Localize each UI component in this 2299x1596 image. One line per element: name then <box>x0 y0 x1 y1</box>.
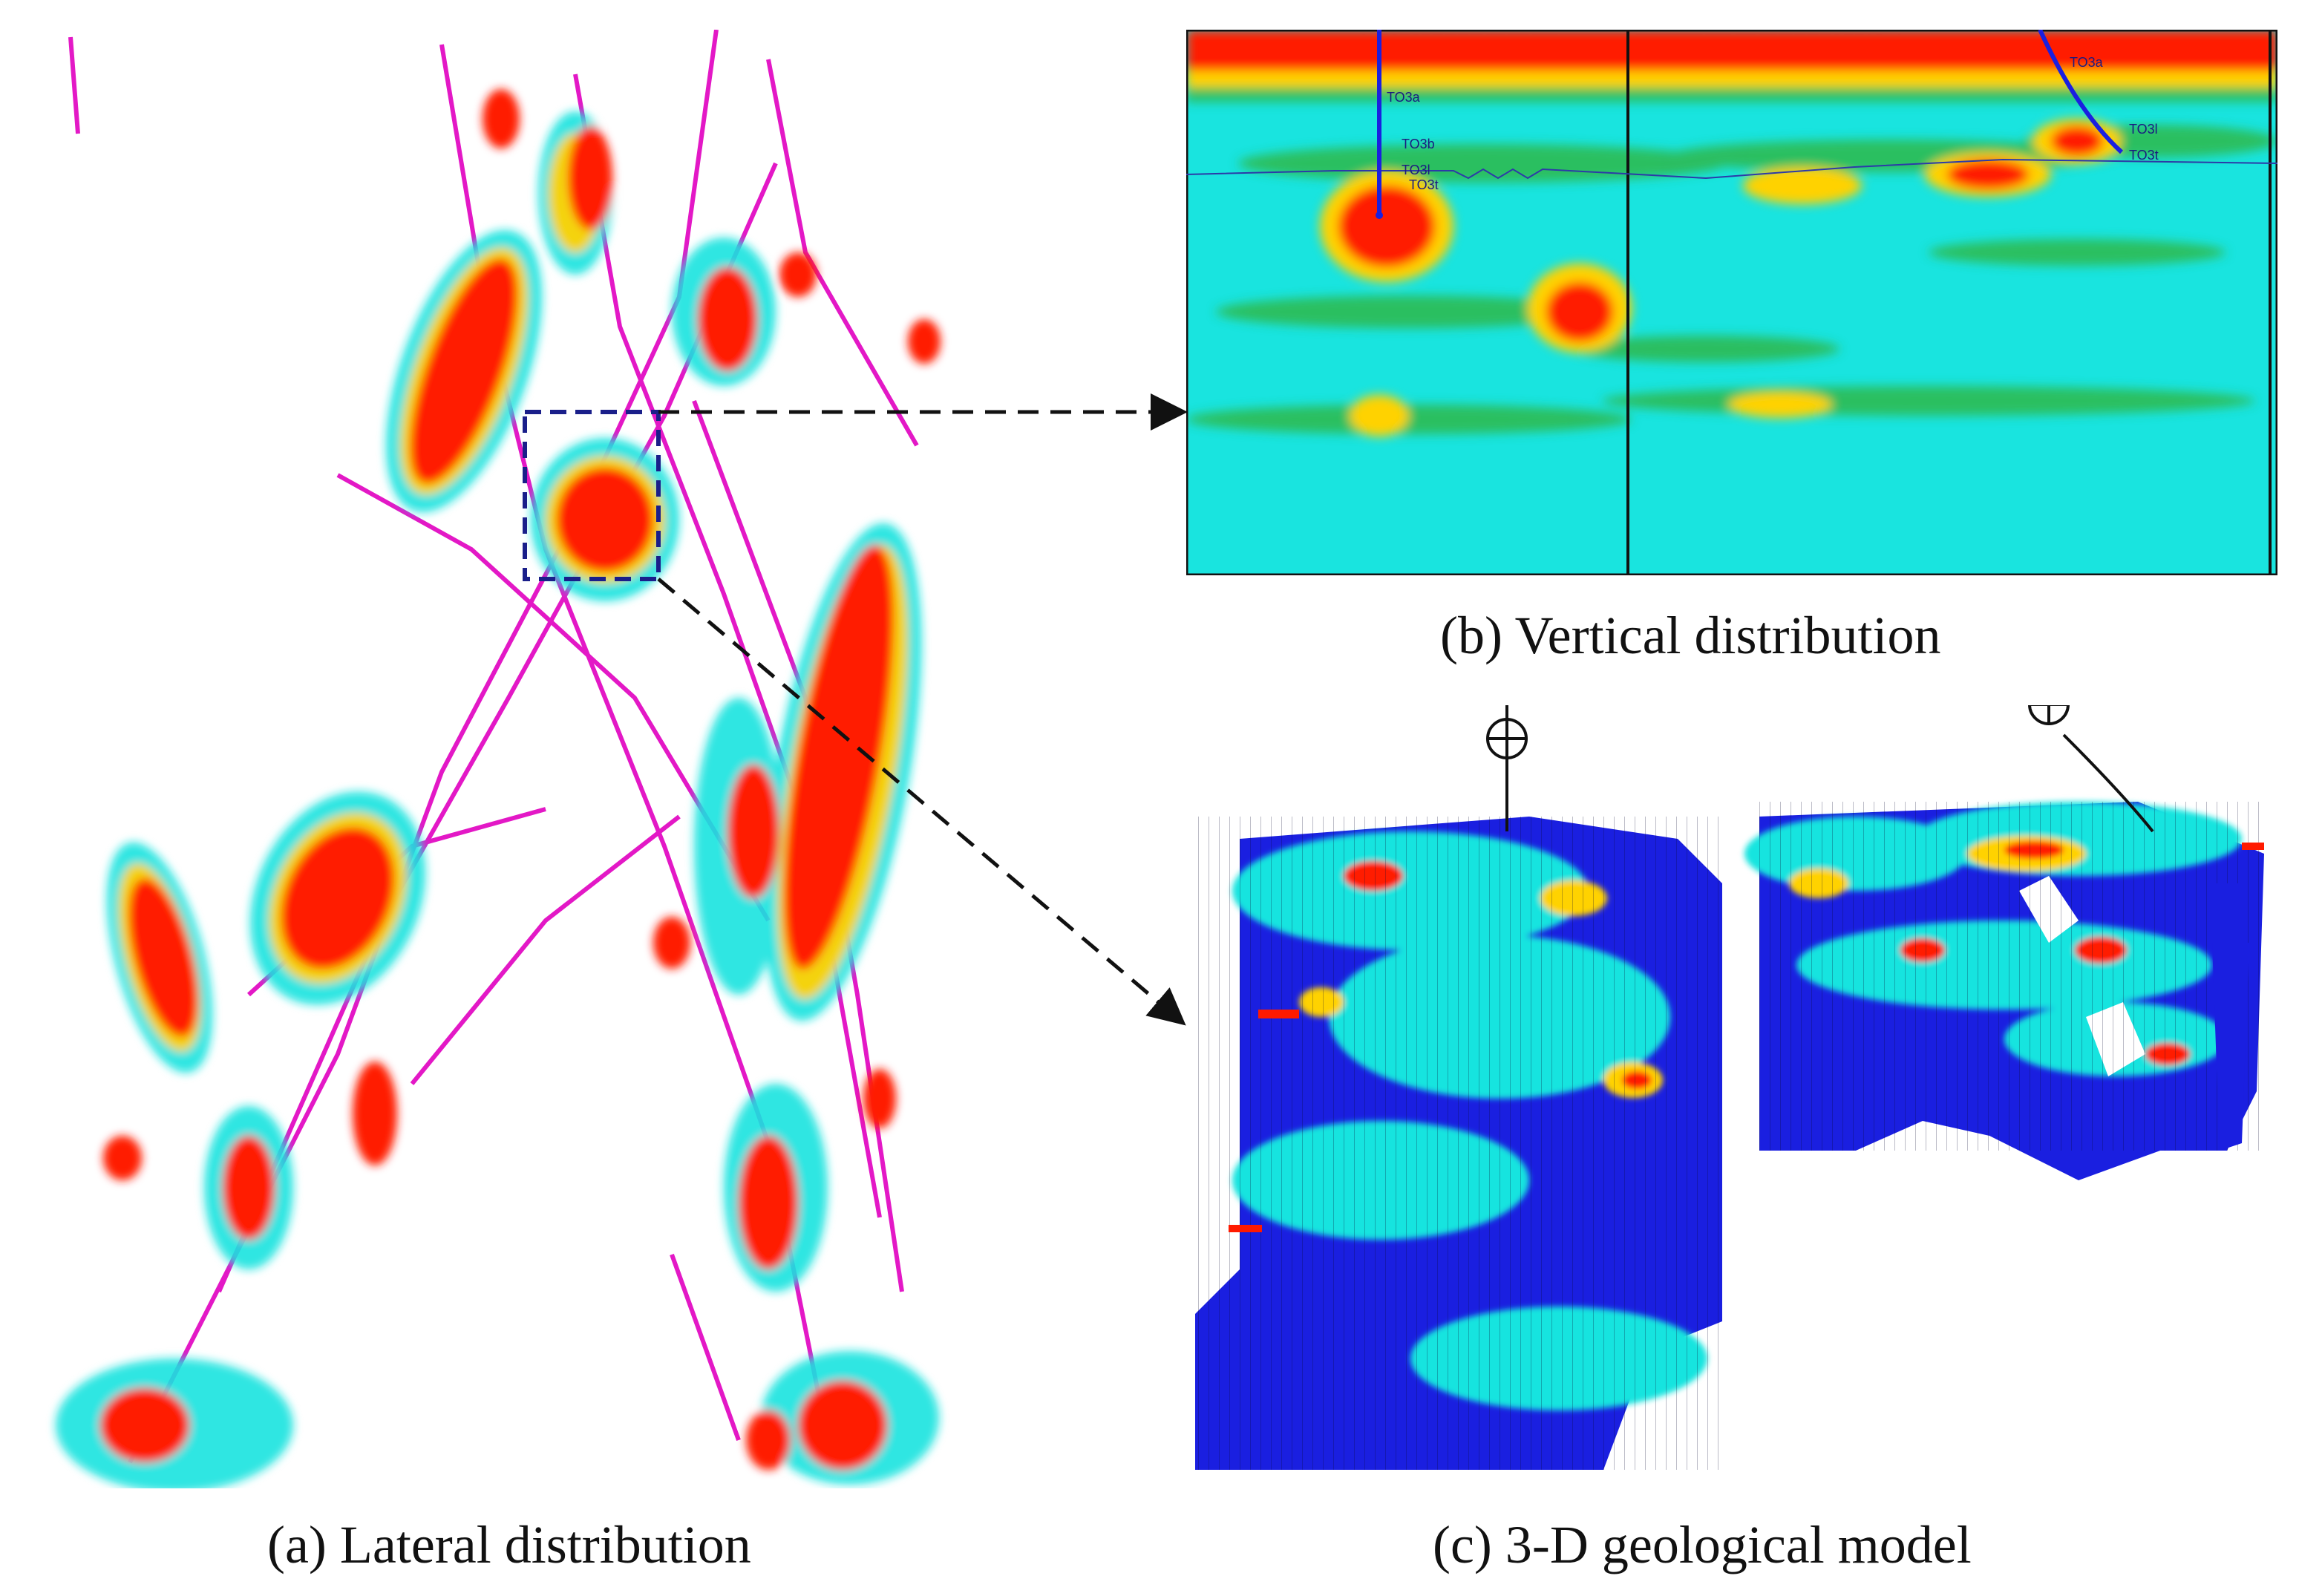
svg-text:TO3a: TO3a <box>2070 55 2104 70</box>
svg-text:TO3b: TO3b <box>1402 137 1435 151</box>
well-head-icon <box>2028 705 2070 725</box>
svg-text:TO3a: TO3a <box>1387 90 1421 105</box>
svg-text:TO3t: TO3t <box>1409 177 1439 192</box>
caption-lateral-distribution: (a) Lateral distribution <box>267 1515 751 1574</box>
selection-box <box>523 410 661 581</box>
caption-vertical-distribution: (b) Vertical distribution <box>1440 606 1941 665</box>
vertical-distribution-section: TO3a TO3b TO3l TO3t TO3a TO3l TO3t <box>1186 30 2277 575</box>
model-block-right <box>1744 733 2264 1180</box>
svg-text:TO3t: TO3t <box>2129 148 2159 163</box>
svg-text:TO3l: TO3l <box>1402 163 1430 177</box>
arrow-down-right-icon <box>657 578 1186 1026</box>
well-trajectory-1: TO3a TO3b TO3l TO3t <box>1376 30 1439 219</box>
caption-3d-geological-model: (c) 3-D geological model <box>1433 1515 1972 1574</box>
svg-text:TO3l: TO3l <box>2129 122 2158 137</box>
well-head-icon <box>1486 718 1528 759</box>
well-trajectory-2: TO3a TO3l TO3t <box>2038 30 2159 163</box>
geological-model-3d <box>1195 705 2264 1470</box>
lateral-distribution-map <box>26 30 963 1488</box>
model-block-left <box>1195 705 1722 1470</box>
reservoir-blobs <box>56 89 941 1488</box>
